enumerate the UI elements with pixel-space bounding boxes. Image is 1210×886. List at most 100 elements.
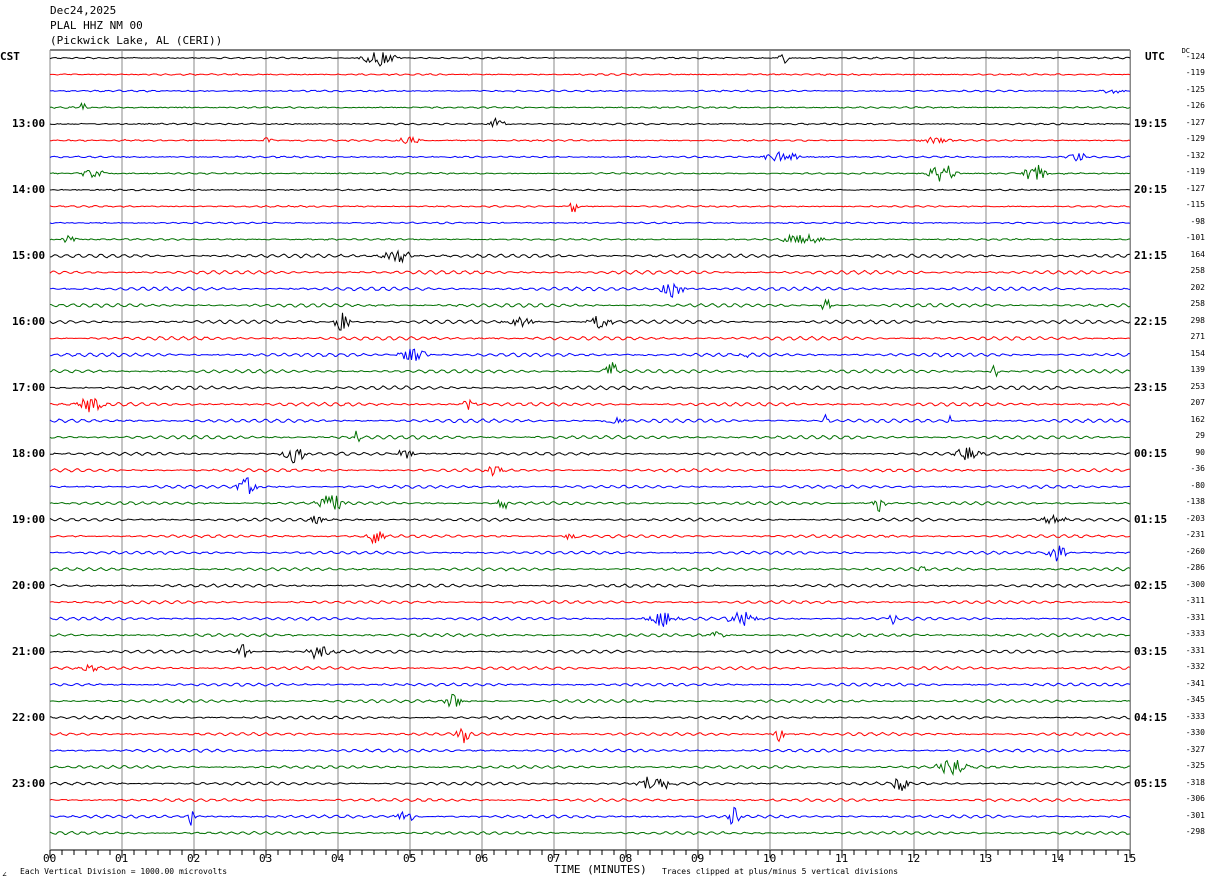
- utc-hour-label: 04:15: [1134, 710, 1168, 724]
- dc-offset-label: -333: [1185, 711, 1205, 721]
- dc-offset-label: -333: [1185, 629, 1205, 639]
- utc-hour-label: 19:15: [1134, 116, 1168, 130]
- trace-line: [49, 727, 1131, 744]
- utc-hour-label: 00:15: [1134, 446, 1168, 460]
- utc-hour-label: 03:15: [1134, 644, 1168, 658]
- x-tick-label: 11: [835, 852, 849, 865]
- cst-hour-label: 18:00: [12, 446, 46, 460]
- trace-line: [49, 776, 1131, 791]
- cst-axis-title: CST: [0, 50, 20, 63]
- dc-offset-label: -126: [1185, 101, 1205, 111]
- dc-offset-label: -318: [1185, 777, 1205, 787]
- trace-line: [49, 806, 1131, 826]
- dc-offset-label: -127: [1185, 183, 1205, 193]
- dc-offset-label: -115: [1185, 200, 1205, 210]
- dc-offset-label: -98: [1190, 216, 1205, 226]
- trace-line: [49, 232, 1131, 245]
- x-tick-label: 15: [1123, 852, 1137, 865]
- x-tick-label: 02: [187, 852, 201, 865]
- dc-offset-label: -80: [1190, 480, 1205, 490]
- cst-hour-label: 22:00: [12, 710, 46, 724]
- trace-line: [49, 583, 1131, 588]
- trace-line: [49, 513, 1131, 525]
- trace-line: [49, 599, 1131, 605]
- trace-line: [49, 348, 1131, 361]
- date-label: Dec24,2025: [50, 4, 117, 17]
- trace-line: [49, 566, 1131, 572]
- trace-line: [49, 759, 1131, 776]
- trace-line: [49, 335, 1131, 341]
- dc-offset-label: -119: [1185, 68, 1205, 78]
- dc-offset-label: 271: [1190, 332, 1205, 342]
- cst-hour-label: 16:00: [12, 314, 46, 328]
- trace-line: [49, 748, 1131, 753]
- trace-line: [49, 715, 1131, 720]
- x-tick-label: 03: [259, 852, 273, 865]
- x-tick-label: 10: [763, 852, 777, 865]
- x-tick-label: 09: [691, 852, 705, 865]
- trace-line: [49, 413, 1131, 424]
- utc-hour-label: 22:15: [1134, 314, 1168, 328]
- dc-offset-label: -119: [1185, 167, 1205, 177]
- utc-axis-title: UTC: [1145, 50, 1165, 63]
- utc-hour-label: 21:15: [1134, 248, 1168, 262]
- x-tick-label: 05: [403, 852, 417, 865]
- dc-offset-label: -36: [1190, 464, 1205, 474]
- location-label: (Pickwick Lake, AL (CERI)): [50, 34, 223, 47]
- dc-offset-label: -129: [1185, 134, 1205, 144]
- dc-offset-label: -325: [1185, 761, 1205, 771]
- trace-line: [49, 797, 1131, 803]
- dc-offset-label: -306: [1185, 794, 1205, 804]
- x-tick-label: 06: [475, 852, 489, 865]
- clip-note: Traces clipped at plus/minus 5 vertical …: [662, 867, 899, 876]
- cst-hour-label: 21:00: [12, 644, 46, 658]
- dc-offset-label: -132: [1185, 150, 1205, 160]
- dc-offset-label: -138: [1185, 497, 1205, 507]
- trace-line: [49, 631, 1131, 638]
- dc-offset-label: -332: [1185, 662, 1205, 672]
- trace-line: [49, 298, 1131, 311]
- dc-offset-label: -331: [1185, 645, 1205, 655]
- trace-line: [49, 447, 1131, 464]
- x-tick-label: 04: [331, 852, 345, 865]
- dc-offset-label: 29: [1195, 431, 1205, 441]
- trace-line: [49, 116, 1131, 129]
- cst-hour-label: 15:00: [12, 248, 46, 262]
- trace-line: [49, 312, 1131, 331]
- dc-offset-label: 139: [1190, 365, 1205, 375]
- utc-hour-label: 05:15: [1134, 776, 1168, 790]
- dc-offset-label: -327: [1185, 744, 1205, 754]
- dc-offset-label: -286: [1185, 563, 1205, 573]
- trace-line: [49, 385, 1131, 391]
- cst-hour-label: 19:00: [12, 512, 46, 526]
- trace-line: [49, 282, 1131, 298]
- trace-line: [49, 477, 1131, 495]
- dc-offset-label: 90: [1195, 447, 1205, 457]
- dc-offset-label: -298: [1185, 827, 1205, 837]
- dc-offset-label: -125: [1185, 84, 1205, 94]
- trace-line: [49, 531, 1131, 545]
- dc-offset-label: 298: [1190, 315, 1205, 325]
- dc-offset-label: 258: [1190, 299, 1205, 309]
- trace-line: [49, 101, 1131, 111]
- dc-offset-label: -331: [1185, 612, 1205, 622]
- dc-offset-label: 162: [1190, 414, 1205, 424]
- trace-line: [49, 362, 1131, 378]
- trace-line: [49, 611, 1131, 627]
- dc-offset-label: 258: [1190, 266, 1205, 276]
- trace-line: [49, 663, 1131, 673]
- trace-line: [49, 644, 1131, 661]
- trace-line: [49, 545, 1131, 562]
- dc-offset-label: -330: [1185, 728, 1205, 738]
- x-tick-label: 12: [907, 852, 921, 865]
- x-tick-label: 14: [1051, 852, 1065, 865]
- x-tick-label: 08: [619, 852, 633, 865]
- station-label: PLAL HHZ NM 00: [50, 19, 143, 32]
- cst-hour-label: 20:00: [12, 578, 46, 592]
- dc-offset-label: 202: [1190, 282, 1205, 292]
- trace-line: [49, 830, 1131, 836]
- x-tick-label: 00: [43, 852, 57, 865]
- trace-line: [49, 164, 1131, 182]
- utc-hour-label: 20:15: [1134, 182, 1168, 196]
